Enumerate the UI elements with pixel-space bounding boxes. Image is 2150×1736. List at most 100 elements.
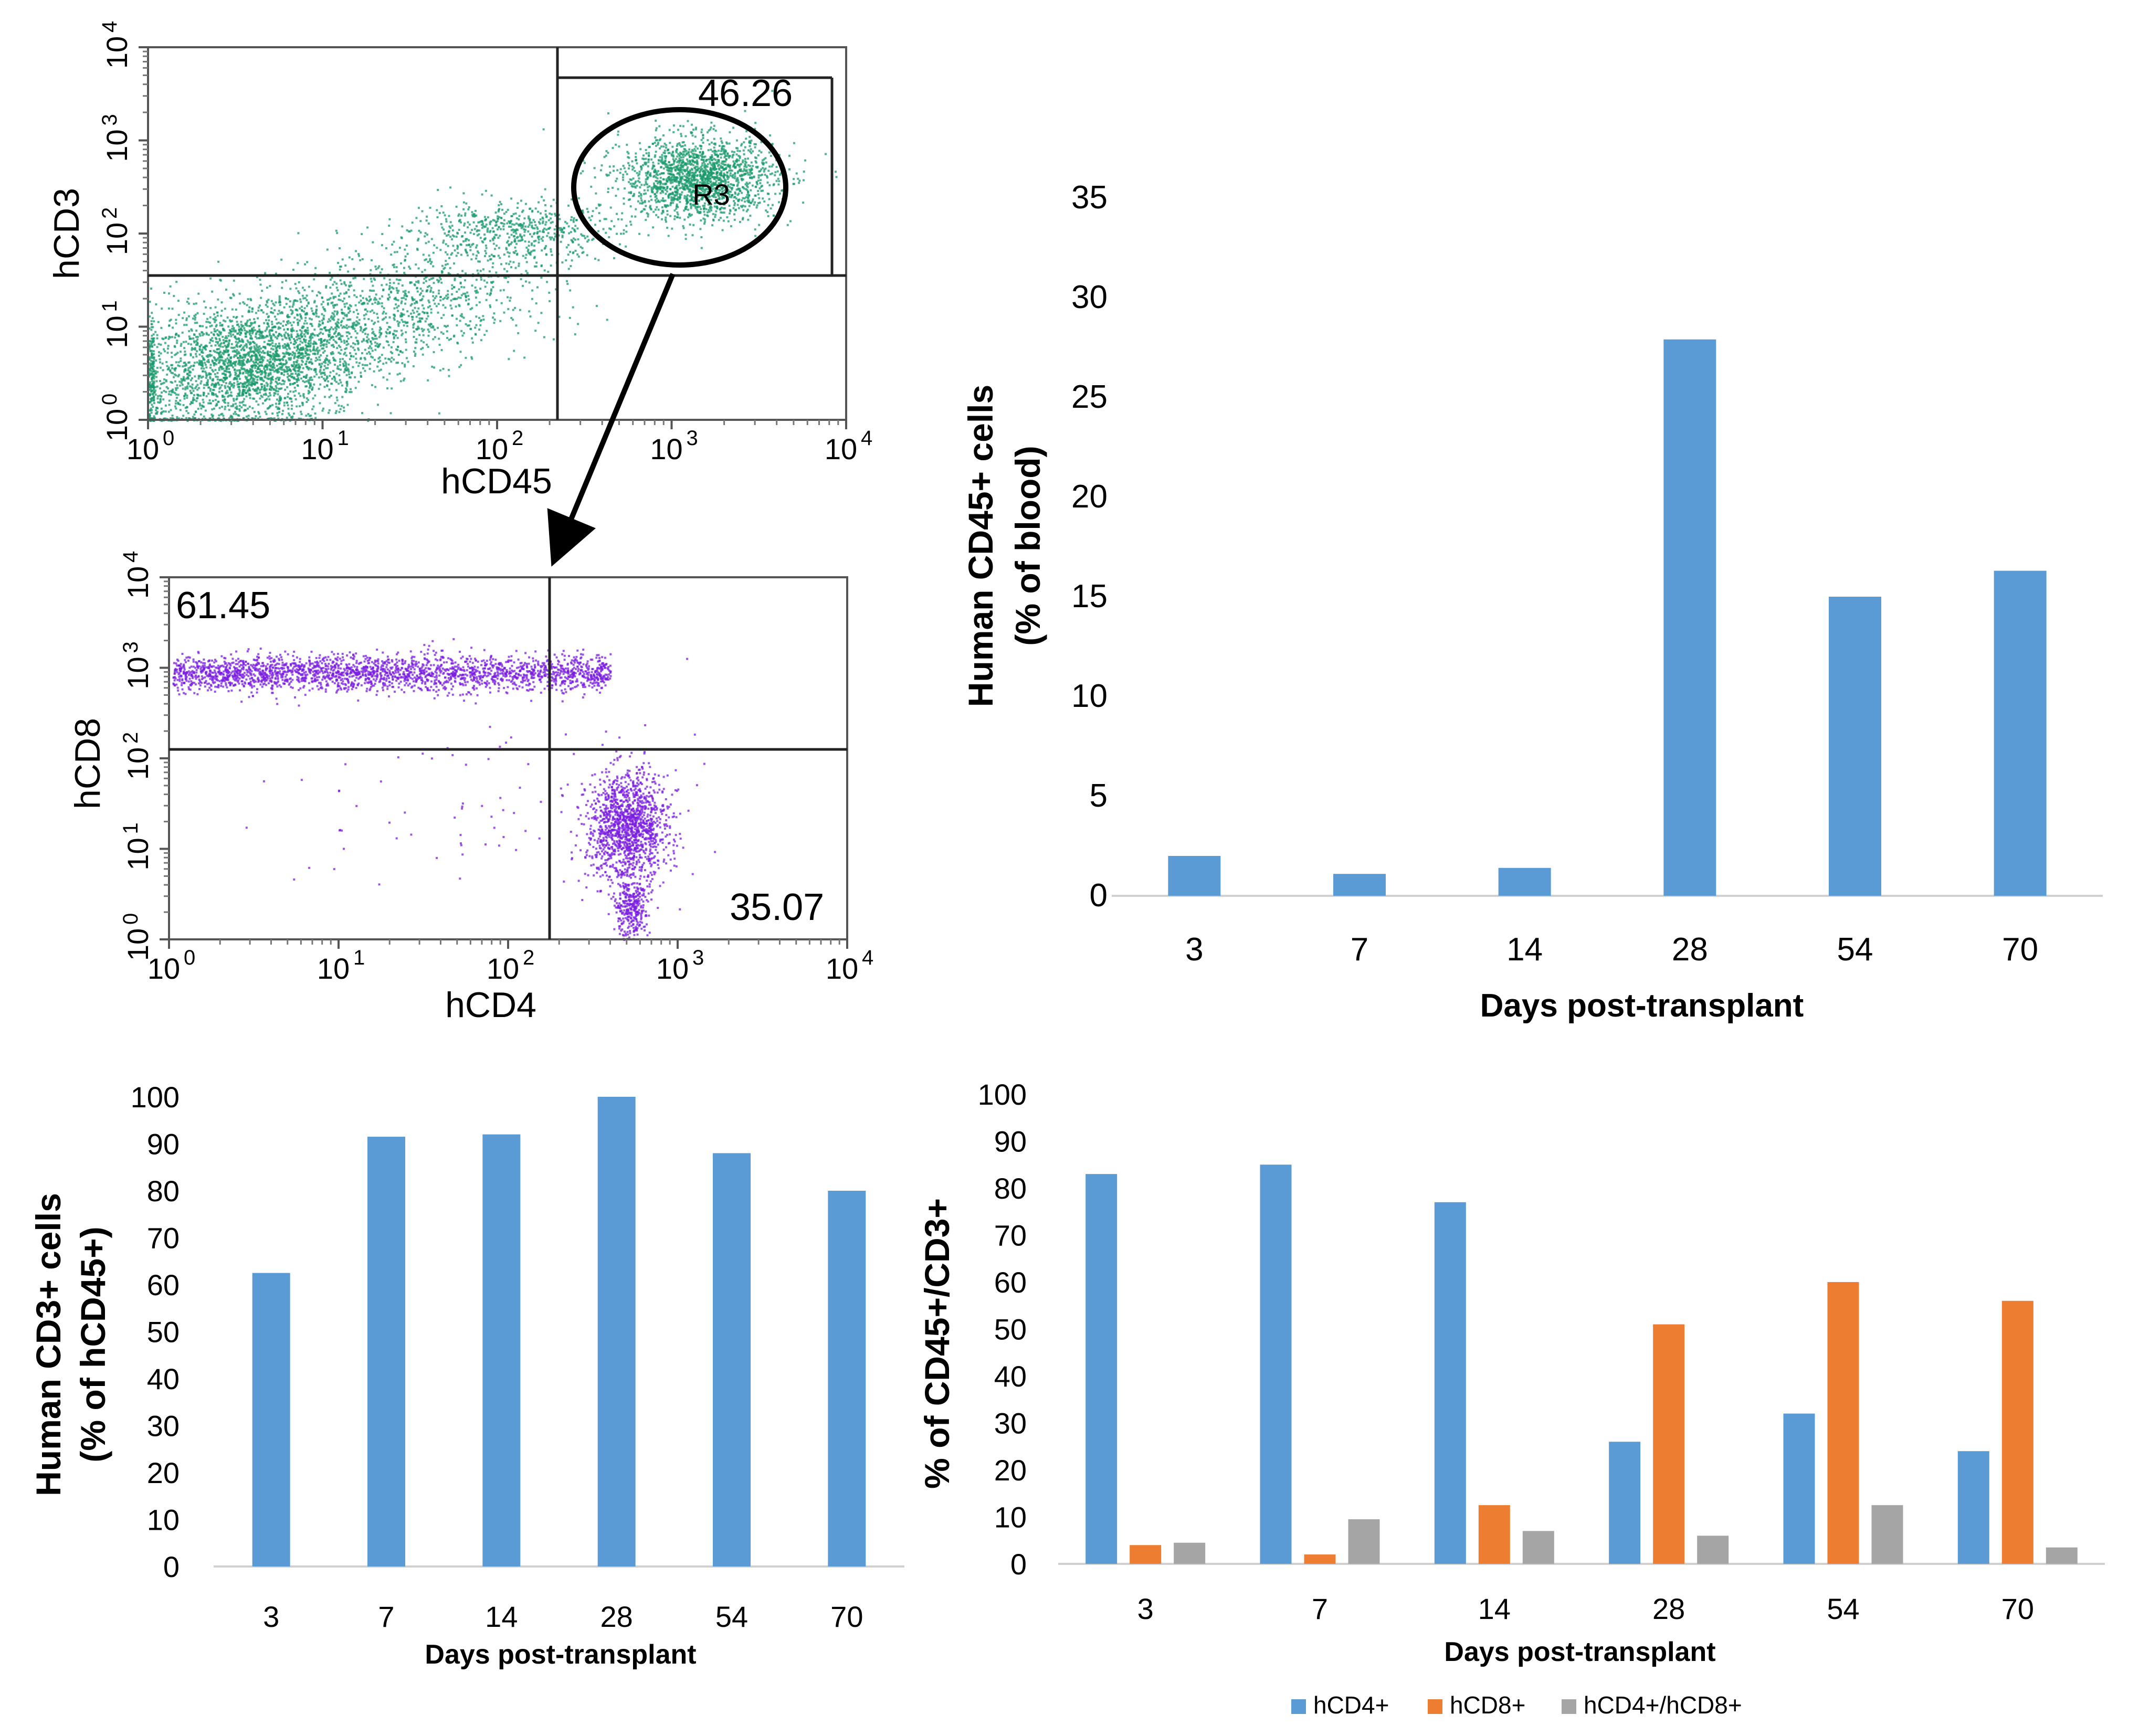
flow-event-dot — [616, 232, 618, 235]
flow-event-dot — [326, 367, 329, 369]
flow-event-dot — [199, 395, 202, 397]
flow-event-dot — [550, 248, 552, 251]
flow-event-dot — [272, 348, 275, 351]
flow-event-dot — [344, 314, 346, 316]
flow-event-dot — [203, 313, 205, 315]
flow-event-dot — [660, 199, 663, 202]
flow-event-dot — [307, 342, 310, 345]
flow-event-dot — [272, 312, 275, 314]
flow-event-dot — [148, 343, 151, 345]
flow-event-dot — [440, 205, 443, 207]
flow-event-dot — [237, 363, 239, 365]
flow-event-dot — [255, 357, 257, 359]
flow-event-dot — [532, 227, 534, 229]
flow-event-dot — [369, 345, 371, 347]
flow-event-dot — [379, 334, 382, 336]
flow-event-dot — [294, 398, 297, 400]
flow-event-dot — [278, 363, 280, 365]
flow-event-dot — [219, 343, 222, 346]
flow-event-dot — [437, 311, 439, 314]
flow-event-dot — [527, 248, 530, 251]
flow-event-dot — [325, 285, 328, 288]
flow-event-dot — [195, 302, 197, 305]
flow-event-dot — [275, 343, 277, 345]
flow-event-dot — [495, 271, 498, 274]
flow-event-dot — [218, 331, 220, 333]
flow-event-dot — [152, 364, 154, 366]
flow-event-dot — [154, 394, 157, 396]
flow-event-dot — [149, 350, 152, 352]
flow-event-dot — [581, 247, 584, 249]
flow-event-dot — [363, 314, 365, 316]
flow-event-dot — [152, 393, 154, 396]
flow-event-dot — [514, 246, 517, 249]
flow-event-dot — [182, 341, 185, 343]
flow-event-dot — [227, 350, 229, 352]
flow-event-dot — [309, 345, 311, 348]
flow-event-dot — [270, 381, 272, 384]
flow-event-dot — [386, 322, 388, 324]
flow-event-dot — [410, 312, 412, 315]
flow-event-dot — [365, 313, 367, 315]
flow-event-dot — [395, 362, 398, 364]
flow-event-dot — [373, 277, 375, 280]
flow-event-dot — [378, 331, 381, 334]
flow-event-dot — [476, 234, 479, 237]
flow-event-dot — [390, 360, 393, 363]
flow-event-dot — [153, 370, 155, 373]
flow-event-dot — [231, 417, 234, 419]
flow-event-dot — [154, 389, 157, 392]
flow-event-dot — [660, 159, 662, 162]
flow-event-dot — [242, 389, 245, 391]
flow-event-dot — [427, 346, 429, 348]
flow-event-dot — [315, 309, 318, 312]
flow-event-dot — [307, 392, 310, 395]
flow-event-dot — [393, 337, 395, 340]
flow-event-dot — [202, 405, 204, 408]
flow-event-dot — [217, 400, 220, 403]
flow-event-dot — [731, 188, 733, 190]
flow-event-dot — [238, 352, 241, 355]
flow-event-dot — [289, 375, 291, 377]
flow-event-dot — [449, 221, 452, 224]
flow-event-dot — [171, 308, 174, 310]
flow-event-dot — [757, 174, 760, 177]
flow-event-dot — [302, 376, 305, 378]
flow-event-dot — [577, 244, 580, 246]
flow-event-dot — [238, 394, 241, 397]
flow-event-dot — [150, 377, 153, 380]
flow-event-dot — [701, 129, 703, 131]
flow-event-dot — [640, 194, 642, 197]
flow-event-dot — [215, 325, 217, 327]
flow-event-dot — [347, 289, 350, 291]
flow-event-dot — [640, 184, 643, 186]
flow-event-dot — [166, 365, 168, 367]
flow-event-dot — [328, 388, 331, 391]
flow-event-dot — [471, 307, 473, 310]
flow-event-dot — [475, 324, 478, 326]
flow-event-dot — [387, 298, 389, 301]
flow-event-dot — [205, 326, 208, 329]
flow-event-dot — [764, 157, 767, 160]
flow-event-dot — [246, 324, 248, 327]
flow-event-dot — [195, 344, 197, 346]
flow-event-dot — [502, 228, 505, 230]
flow-event-dot — [708, 158, 710, 161]
flow-event-dot — [246, 353, 248, 355]
flow-event-dot — [277, 414, 279, 417]
flow-event-dot — [277, 335, 279, 337]
flow-event-dot — [207, 356, 209, 358]
flow-event-dot — [173, 295, 175, 297]
flow-event-dot — [343, 297, 345, 300]
flow-event-dot — [335, 396, 338, 399]
flow-event-dot — [301, 341, 304, 344]
flow-event-dot — [230, 346, 233, 349]
flow-event-dot — [267, 353, 269, 355]
flow-event-dot — [268, 377, 271, 380]
flow-event-dot — [276, 352, 278, 355]
flow-event-dot — [343, 410, 345, 412]
flow-event-dot — [451, 288, 454, 290]
flow-event-dot — [191, 348, 193, 351]
flow-event-dot — [152, 371, 154, 373]
flow-event-dot — [293, 343, 296, 345]
